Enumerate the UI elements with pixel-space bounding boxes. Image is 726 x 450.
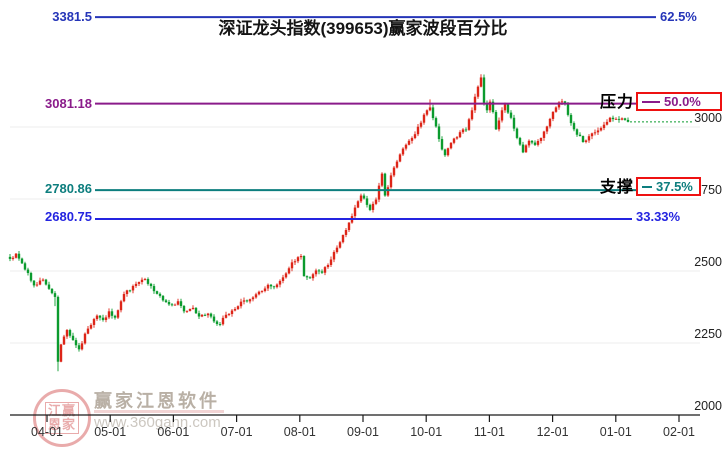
level-value-62.5pct: 3381.5 bbox=[52, 9, 92, 24]
pressure-label: 压力 bbox=[599, 94, 634, 111]
chart-title: 深证龙头指数(399653)赢家波段百分比 bbox=[218, 19, 508, 38]
svg-text:2000: 2000 bbox=[694, 399, 722, 413]
level-value-support: 2780.86 bbox=[45, 181, 92, 196]
svg-text:08-01: 08-01 bbox=[284, 425, 316, 439]
percent-label-33.33: 33.33% bbox=[636, 209, 681, 224]
watermark-brand: 赢家江恩软件 bbox=[94, 391, 220, 411]
svg-text:06-01: 06-01 bbox=[157, 425, 189, 439]
gann-seal-text: 江赢 恩家 bbox=[44, 402, 79, 434]
level-value-pressure: 3081.18 bbox=[45, 96, 92, 111]
svg-text:2500: 2500 bbox=[694, 255, 722, 269]
support-percent-value: 37.5% bbox=[656, 179, 693, 194]
svg-text:11-01: 11-01 bbox=[474, 425, 505, 439]
percent-label-62.5: 62.5% bbox=[660, 9, 697, 24]
svg-text:10-01: 10-01 bbox=[410, 425, 442, 439]
svg-text:07-01: 07-01 bbox=[221, 425, 253, 439]
svg-text:02-01: 02-01 bbox=[663, 425, 695, 439]
svg-text:2750: 2750 bbox=[694, 183, 722, 197]
support-line-dash bbox=[642, 185, 652, 188]
svg-text:01-01: 01-01 bbox=[600, 425, 632, 439]
svg-text:3000: 3000 bbox=[694, 111, 722, 125]
svg-text:2250: 2250 bbox=[694, 327, 722, 341]
svg-text:09-01: 09-01 bbox=[347, 425, 379, 439]
svg-text:12-01: 12-01 bbox=[537, 425, 569, 439]
gann-seal-logo: 江赢 恩家 bbox=[33, 389, 91, 447]
pressure-line-dash bbox=[642, 100, 660, 103]
watermark-url: www.360gann.com bbox=[94, 414, 221, 431]
level-value-33.33pct: 2680.75 bbox=[45, 209, 92, 224]
svg-text:05-01: 05-01 bbox=[94, 425, 126, 439]
seal-row-bottom: 恩家 bbox=[47, 417, 76, 432]
svg-text:04-01: 04-01 bbox=[31, 425, 63, 439]
support-label: 支撑 bbox=[599, 179, 634, 196]
pressure-percent-box[interactable]: 50.0% bbox=[636, 92, 722, 111]
seal-row-top: 江赢 bbox=[47, 403, 76, 418]
watermark-underline bbox=[94, 410, 224, 413]
pressure-percent-value: 50.0% bbox=[664, 94, 701, 109]
support-percent-box[interactable]: 37.5% bbox=[636, 177, 701, 196]
